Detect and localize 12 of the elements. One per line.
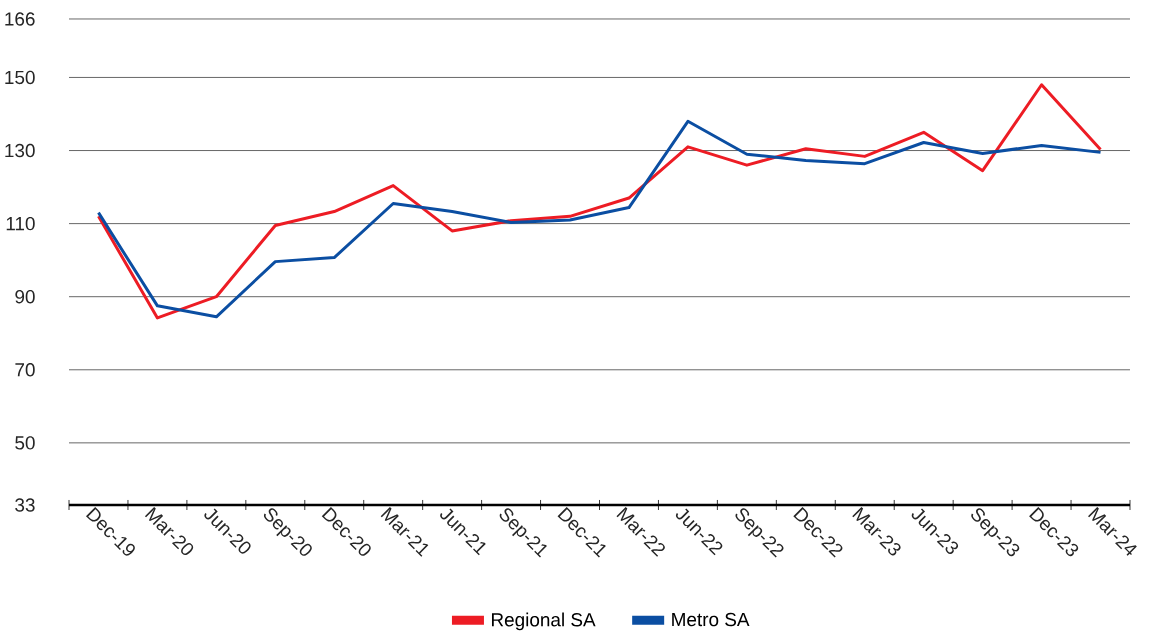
y-tick-label: 33 (15, 498, 35, 512)
y-tick-label: 166 (5, 12, 35, 26)
legend-label: Metro SA (672, 612, 750, 627)
y-tick-label: 70 (15, 363, 35, 377)
line-series (96, 83, 1103, 320)
y-tick-label: 110 (6, 216, 35, 231)
y-tick-label: 130 (5, 143, 35, 158)
y-tick-label: 90 (15, 290, 35, 304)
line-series (96, 119, 1103, 319)
legend-label: Regional SA (491, 612, 596, 631)
y-tick-label: 50 (15, 436, 35, 450)
y-tick-label: 150 (5, 70, 35, 85)
